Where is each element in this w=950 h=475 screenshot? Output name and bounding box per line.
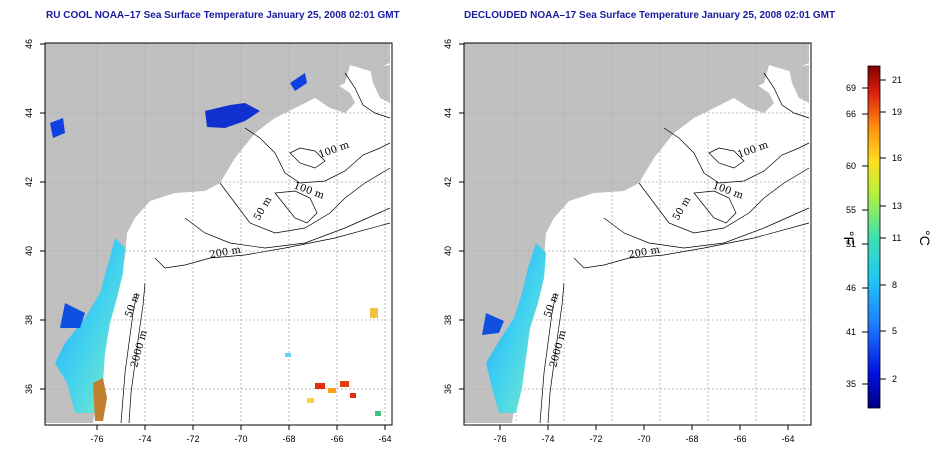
celsius-tick: 21 bbox=[892, 75, 902, 85]
y-tick: 40 bbox=[24, 246, 34, 256]
celsius-tick: 11 bbox=[892, 233, 901, 243]
y-tick: 38 bbox=[443, 315, 453, 325]
x-tick: -74 bbox=[138, 434, 151, 444]
fahrenheit-label: °F bbox=[841, 231, 857, 245]
x-tick: -68 bbox=[282, 434, 295, 444]
y-tick: 46 bbox=[24, 39, 34, 49]
y-tick: 42 bbox=[443, 177, 453, 187]
y-tick: 44 bbox=[24, 108, 34, 118]
x-tick: -64 bbox=[781, 434, 794, 444]
x-tick: -76 bbox=[90, 434, 103, 444]
x-tick: -66 bbox=[330, 434, 343, 444]
x-tick: -70 bbox=[234, 434, 247, 444]
fahrenheit-tick: 46 bbox=[846, 283, 856, 293]
fahrenheit-tick: 55 bbox=[846, 205, 856, 215]
fahrenheit-tick: 35 bbox=[846, 379, 856, 389]
x-tick: -70 bbox=[637, 434, 650, 444]
y-tick: 44 bbox=[443, 108, 453, 118]
x-tick: -64 bbox=[378, 434, 391, 444]
y-tick: 42 bbox=[24, 177, 34, 187]
x-tick: -72 bbox=[589, 434, 602, 444]
left-map-title: RU COOL NOAA–17 Sea Surface Temperature … bbox=[46, 10, 400, 21]
fahrenheit-tick: 41 bbox=[846, 327, 856, 337]
fahrenheit-tick: 51 bbox=[846, 239, 856, 249]
fahrenheit-tick: 60 bbox=[846, 161, 856, 171]
celsius-tick: 13 bbox=[892, 201, 902, 211]
x-tick: -74 bbox=[541, 434, 554, 444]
celsius-label: °C bbox=[917, 230, 933, 246]
x-tick: -72 bbox=[186, 434, 199, 444]
left-axes: -76 -74 -72 -70 -68 -66 -64 36 38 40 42 … bbox=[24, 39, 392, 444]
left-map bbox=[44, 42, 393, 426]
y-tick: 38 bbox=[24, 315, 34, 325]
celsius-tick: 5 bbox=[892, 326, 897, 336]
x-tick: -68 bbox=[685, 434, 698, 444]
right-map bbox=[463, 42, 812, 426]
y-tick: 36 bbox=[443, 384, 453, 394]
celsius-tick: 2 bbox=[892, 374, 897, 384]
x-tick: -76 bbox=[493, 434, 506, 444]
x-tick: -66 bbox=[733, 434, 746, 444]
right-axes: -76 -74 -72 -70 -68 -66 -64 36 38 40 42 … bbox=[443, 39, 795, 444]
celsius-tick: 8 bbox=[892, 280, 897, 290]
y-tick: 46 bbox=[443, 39, 453, 49]
y-tick: 36 bbox=[24, 384, 34, 394]
right-map-title: DECLOUDED NOAA–17 Sea Surface Temperatur… bbox=[464, 10, 836, 21]
celsius-tick: 19 bbox=[892, 107, 902, 117]
celsius-tick: 16 bbox=[892, 153, 902, 163]
fahrenheit-tick: 69 bbox=[846, 83, 856, 93]
y-tick: 40 bbox=[443, 246, 453, 256]
colorbar: 69 66 60 55 51 46 41 35 21 19 16 13 11 8… bbox=[841, 65, 933, 409]
fahrenheit-tick: 66 bbox=[846, 109, 856, 119]
